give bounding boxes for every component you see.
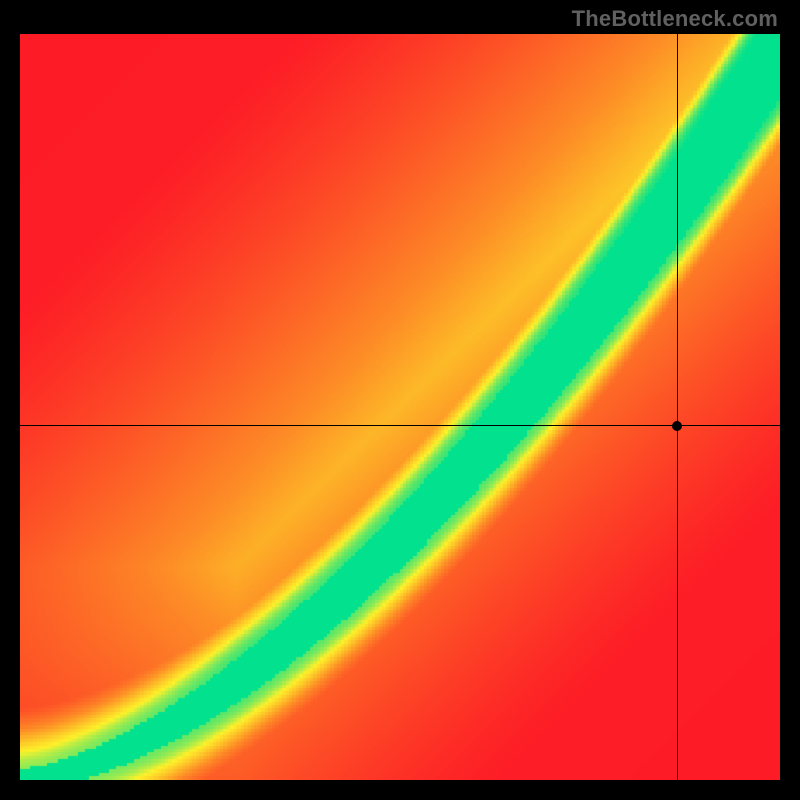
crosshair-vertical xyxy=(677,34,678,780)
plot-area xyxy=(20,34,780,780)
crosshair-horizontal xyxy=(20,425,780,426)
heatmap-canvas xyxy=(20,34,780,780)
crosshair-marker xyxy=(672,421,682,431)
watermark-text: TheBottleneck.com xyxy=(572,6,778,32)
